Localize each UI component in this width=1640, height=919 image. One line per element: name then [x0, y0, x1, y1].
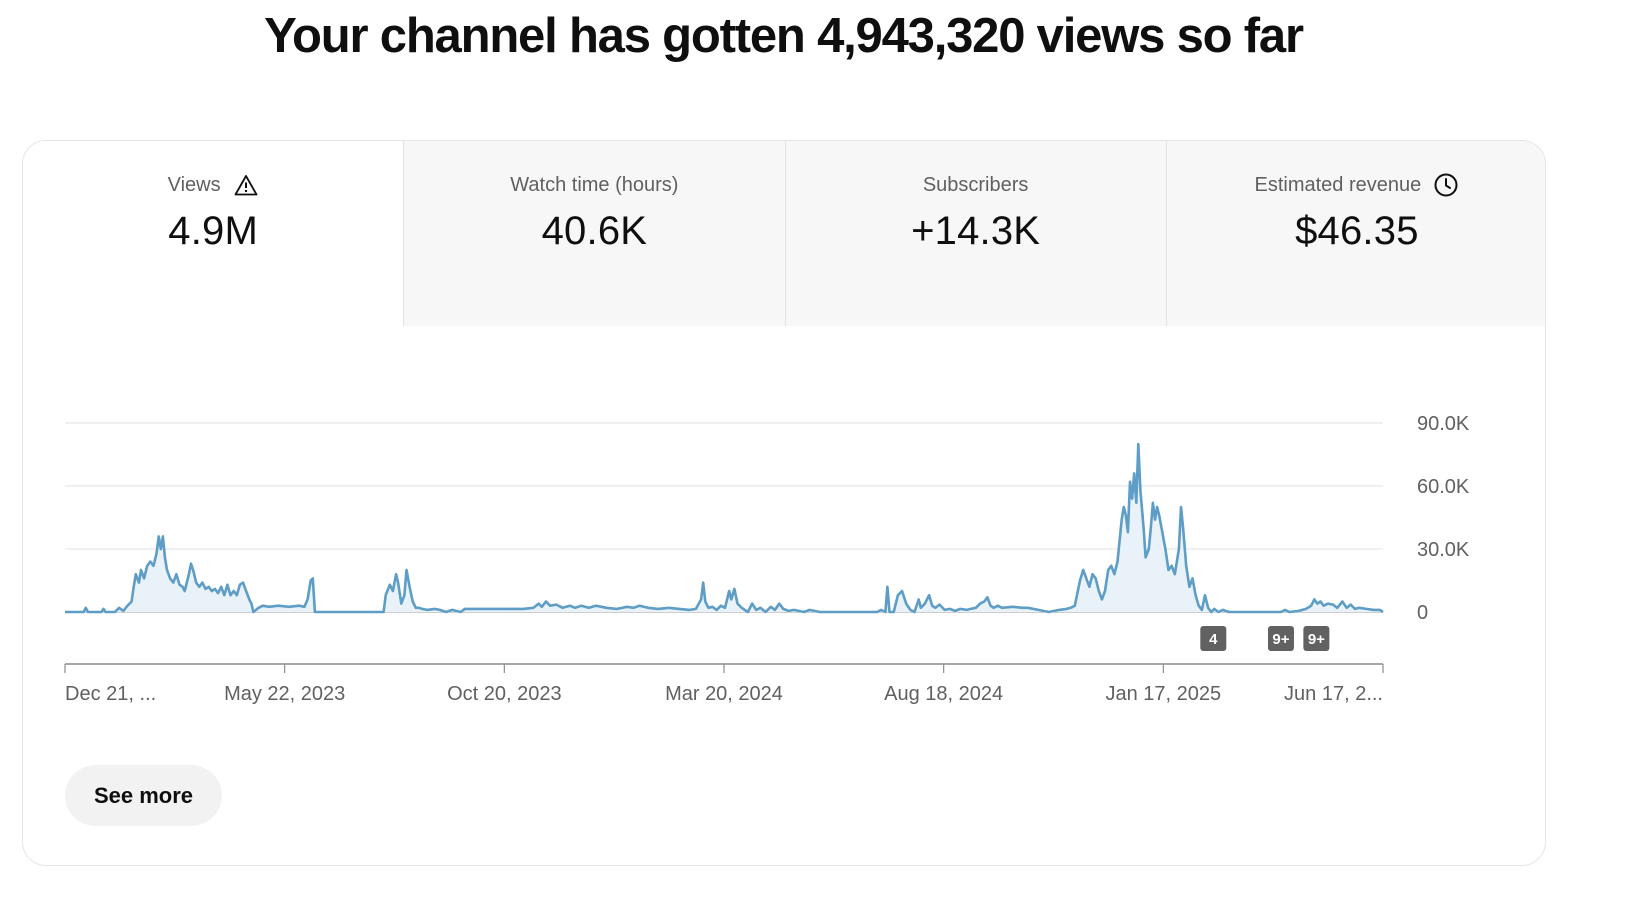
tab-views-value: 4.9M	[168, 209, 258, 253]
tab-views-label: Views	[167, 173, 221, 196]
y-tick-label: 90.0K	[1417, 413, 1470, 435]
tab-subscribers[interactable]: Subscribers +14.3K	[784, 141, 1166, 326]
tab-subscribers-label: Subscribers	[922, 173, 1029, 196]
views-chart-svg[interactable]: 0 30.0K 60.0K 90.0K 4 9+ 9+ Dec 21, ... May 22, …	[23, 326, 1546, 726]
metric-tabs: Views 4.9M Watch time (hours) 40.6K Subs…	[23, 141, 1545, 326]
see-more-button[interactable]: See more	[65, 765, 222, 826]
page-title: Your channel has gotten 4,943,320 views …	[264, 9, 1304, 63]
tab-watch-time-label: Watch time (hours)	[510, 173, 679, 196]
x-tick-label: May 22, 2023	[224, 683, 345, 705]
analytics-card: Views 4.9M Watch time (hours) 40.6K Subs…	[22, 140, 1546, 866]
x-tick-label: Mar 20, 2024	[665, 683, 783, 705]
clock-icon[interactable]	[1433, 172, 1459, 198]
tab-watch-time[interactable]: Watch time (hours) 40.6K	[403, 141, 785, 326]
y-tick-label: 0	[1417, 602, 1428, 624]
annotation-badge[interactable]	[1267, 626, 1294, 651]
annotation-badge[interactable]	[1200, 626, 1227, 651]
annotation-badge-label: 9+	[1308, 631, 1325, 648]
x-tick-label: Oct 20, 2023	[447, 683, 562, 705]
views-series-line[interactable]	[65, 442, 1384, 614]
tab-views[interactable]: Views 4.9M	[23, 141, 404, 326]
x-tick-label: Dec 21, ...	[65, 683, 156, 705]
tab-revenue-label: Estimated revenue	[1254, 173, 1422, 196]
tab-watch-time-value: 40.6K	[541, 209, 648, 253]
y-tick-label: 60.0K	[1417, 476, 1470, 498]
tab-estimated-revenue[interactable]: Estimated revenue $46.35	[1165, 141, 1545, 326]
y-tick-label: 30.0K	[1417, 539, 1470, 561]
annotation-badge-label: 4	[1209, 631, 1218, 648]
annotation-badge-label: 9+	[1272, 631, 1289, 648]
x-tick-label: Jun 17, 2...	[1284, 683, 1383, 705]
warning-icon[interactable]	[233, 172, 259, 198]
annotation-badge[interactable]	[1303, 626, 1330, 651]
x-tick-label: Jan 17, 2025	[1106, 683, 1222, 705]
tab-revenue-value: $46.35	[1295, 209, 1419, 253]
x-tick-label: Aug 18, 2024	[884, 683, 1003, 705]
tab-subscribers-value: +14.3K	[911, 209, 1041, 253]
views-area-fill	[65, 444, 1383, 612]
views-chart: 0 30.0K 60.0K 90.0K 4 9+ 9+ Dec 21, ... May 22, …	[23, 326, 1546, 726]
